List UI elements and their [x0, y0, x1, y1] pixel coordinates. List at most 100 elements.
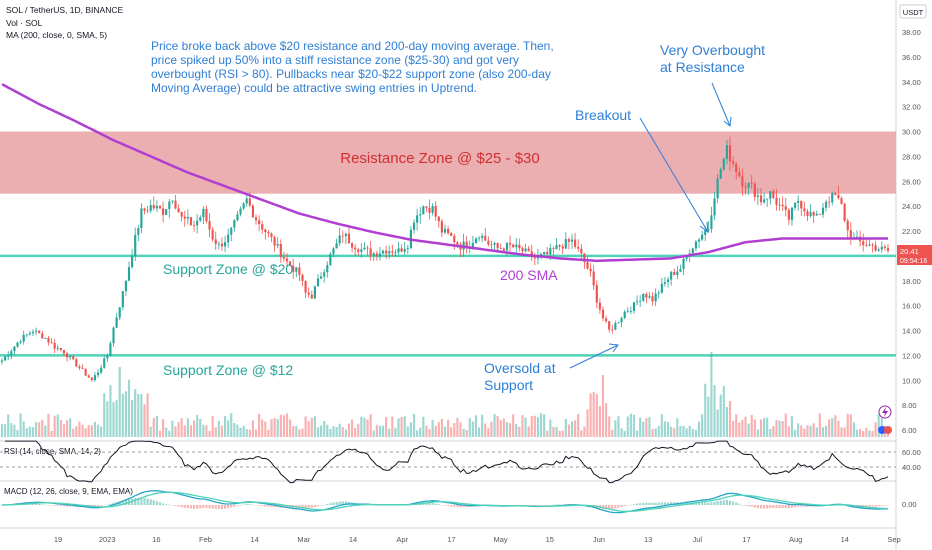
volume-bar	[623, 430, 626, 437]
macd-histogram-bar	[608, 505, 611, 510]
candle-body	[732, 161, 735, 164]
candle-body	[766, 198, 769, 200]
time-tick-label: Jun	[593, 535, 605, 544]
candle-body	[570, 239, 574, 242]
bar-countdown: 09:54:16	[900, 258, 927, 265]
macd-histogram-bar	[267, 505, 270, 507]
overbought-label: at Resistance	[660, 59, 745, 75]
volume-bar	[25, 428, 28, 437]
candle-body	[59, 347, 62, 351]
volume-bar	[326, 424, 329, 437]
candle-body	[357, 249, 360, 252]
macd-histogram-bar	[100, 505, 103, 506]
volume-bar	[518, 426, 521, 437]
volume-bar	[462, 428, 465, 437]
price-tick-label: 36.00	[902, 53, 921, 62]
time-tick-label: 19	[54, 535, 62, 544]
candle-body	[642, 294, 645, 301]
macd-histogram-bar	[759, 505, 763, 509]
volume-bars	[0, 352, 890, 437]
candle-body	[834, 192, 837, 195]
candle-body	[431, 205, 434, 213]
candle-body	[837, 194, 840, 199]
candle-body	[7, 355, 10, 357]
rsi-line	[5, 440, 889, 484]
candle-body	[270, 233, 273, 238]
volume-bar	[701, 414, 704, 437]
volume-bar	[34, 422, 38, 437]
macd-histogram-bar	[50, 505, 53, 506]
macd-histogram-bar	[428, 502, 431, 505]
volume-bar	[654, 428, 657, 437]
candle-body	[558, 245, 561, 247]
time-tick-label: 17	[742, 535, 750, 544]
volume-bar	[217, 420, 220, 437]
macd-histogram-bar	[558, 504, 561, 505]
volume-bar	[874, 422, 877, 437]
volume-bar	[595, 393, 598, 437]
macd-histogram-bar	[162, 503, 165, 505]
volume-bar	[577, 413, 580, 437]
candle-body	[10, 351, 13, 356]
volume-bar	[338, 423, 341, 437]
candle-body	[397, 248, 400, 253]
flag-icon	[878, 426, 886, 434]
candle-body	[220, 243, 224, 247]
macd-histogram-bar	[329, 503, 332, 505]
volume-bar	[505, 422, 509, 437]
macd-histogram-bar	[285, 505, 289, 508]
macd-histogram-bar	[697, 502, 701, 505]
macd-histogram-bar	[93, 505, 97, 507]
volume-bar	[397, 418, 400, 437]
candle-body	[22, 334, 25, 342]
candle-body	[273, 237, 276, 246]
candle-body	[298, 267, 301, 275]
analysis-note: Price broke back above $20 resistance an…	[151, 39, 554, 95]
candle-body	[611, 329, 614, 331]
oversold-label: Support	[484, 377, 533, 393]
time-tick-label: Aug	[789, 535, 802, 544]
macd-histogram-bar	[434, 503, 437, 505]
macd-histogram-bar	[152, 500, 155, 505]
volume-bar	[416, 430, 419, 437]
volume-bar	[230, 413, 233, 437]
candle-body	[174, 200, 177, 209]
volume-bar	[781, 421, 784, 437]
candle-body	[75, 359, 78, 367]
macd-histogram-bar	[648, 502, 651, 505]
macd-histogram-bar	[663, 502, 667, 505]
macd-histogram-bar	[781, 505, 784, 509]
candle-body	[493, 243, 496, 245]
candle-body	[784, 206, 787, 210]
volume-bar	[855, 429, 859, 437]
volume-bar	[96, 424, 100, 437]
volume-bar	[214, 427, 217, 437]
volume-bar	[202, 424, 205, 437]
candle-body	[719, 169, 722, 179]
candle-body	[217, 243, 220, 245]
macd-histogram-bar	[549, 504, 552, 506]
price-tick-label: 16.00	[902, 302, 921, 311]
macd-histogram-bar	[666, 502, 670, 505]
volume-bar	[369, 414, 372, 437]
volume-bar	[865, 427, 868, 437]
macd-histogram-bar	[756, 505, 759, 509]
volume-bar	[871, 430, 874, 437]
candle-body	[115, 317, 118, 328]
volume-bar	[828, 419, 831, 437]
macd-histogram-bar	[750, 505, 753, 507]
candle-body	[245, 198, 248, 204]
volume-bar	[685, 428, 688, 437]
macd-histogram-bar	[69, 505, 72, 507]
currency-button[interactable]	[899, 4, 927, 19]
candle-body	[406, 248, 409, 249]
volume-bar	[223, 415, 227, 437]
candle-body	[447, 228, 450, 234]
overbought-arrow	[711, 82, 731, 127]
volume-bar	[403, 416, 406, 437]
volume-bar	[512, 414, 515, 437]
price-tick-label: 22.00	[902, 227, 921, 236]
candle-body	[236, 214, 239, 221]
macd-histogram-bar	[233, 505, 236, 507]
resistance-zone	[0, 131, 896, 194]
